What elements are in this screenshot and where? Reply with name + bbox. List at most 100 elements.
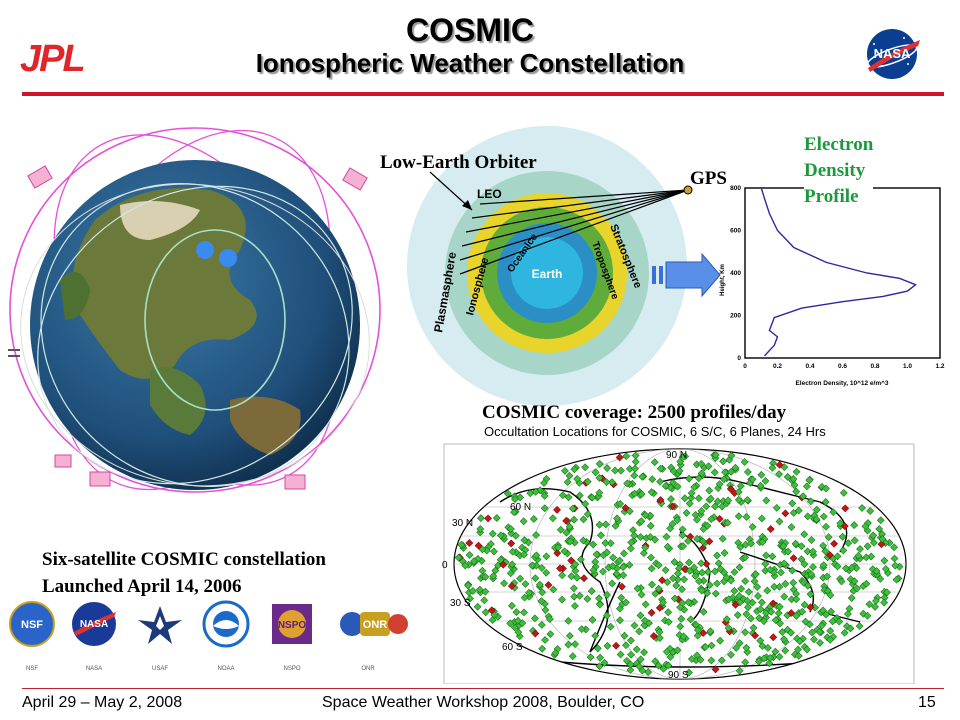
occultation-marker: [780, 635, 788, 644]
occultation-marker: [650, 458, 659, 467]
occultation-marker: [602, 478, 611, 486]
occultation-marker: [636, 533, 645, 541]
occultation-marker: [630, 531, 639, 540]
occultation-marker: [625, 561, 634, 569]
occultation-marker: [746, 614, 755, 623]
occultation-marker: [581, 499, 590, 508]
occultation-marker: [747, 539, 755, 548]
occultation-marker: [844, 539, 853, 548]
occultation-marker: [566, 537, 575, 546]
occultation-marker: [638, 472, 647, 481]
occultation-marker: [792, 487, 801, 496]
occultation-marker: [799, 492, 808, 501]
occultation-marker: [775, 461, 784, 469]
occultation-marker: [794, 645, 802, 654]
occultation-marker: [623, 656, 631, 665]
occultation-marker: [606, 622, 615, 631]
occultation-marker: [736, 543, 745, 551]
occultation-marker: [651, 657, 660, 666]
occultation-marker: [630, 489, 639, 498]
occultation-marker: [743, 468, 752, 476]
occultation-marker: [595, 662, 604, 671]
x-tick-label: 1.0: [903, 363, 912, 370]
occultation-marker: [696, 655, 705, 664]
occultation-marker: [662, 532, 671, 541]
occultation-marker: [753, 583, 762, 591]
occultation-marker: [496, 531, 505, 540]
title-sub: Ionospheric Weather Constellation: [255, 48, 685, 78]
occultation-marker: [800, 560, 809, 569]
x-tick-label: 0.2: [773, 363, 782, 370]
occultation-marker: [758, 642, 767, 650]
occultation-marker: [766, 525, 775, 533]
footer-dates: April 29 – May 2, 2008: [22, 694, 183, 711]
occultation-marker: [842, 564, 850, 573]
occultation-marker: [631, 464, 639, 473]
occultation-marker: [779, 542, 788, 550]
occultation-marker: [484, 514, 492, 523]
occultation-marker: [581, 463, 589, 472]
occultation-marker: [481, 587, 490, 596]
page-number: 15: [918, 694, 936, 711]
occultation-marker: [531, 574, 540, 583]
occultation-marker: [702, 559, 711, 568]
occultation-marker: [803, 645, 811, 654]
occultation-marker: [781, 646, 790, 655]
occultation-marker: [532, 551, 541, 560]
occultation-marker: [591, 468, 600, 477]
occultation-marker: [850, 577, 859, 586]
occultation-marker: [675, 466, 684, 475]
occultation-marker: [571, 567, 580, 575]
occultation-marker: [570, 515, 578, 524]
occultation-marker: [775, 652, 784, 661]
occultation-marker: [701, 643, 710, 651]
occultation-marker: [685, 566, 694, 575]
occultation-marker: [769, 599, 778, 608]
occultation-marker: [819, 561, 828, 569]
occultation-marker: [754, 592, 762, 600]
occultation-marker: [863, 611, 872, 620]
occultation-marker: [762, 551, 770, 560]
occultation-marker: [567, 572, 576, 581]
occultation-marker: [704, 462, 713, 471]
occultation-marker: [503, 489, 512, 498]
occultation-marker: [595, 474, 604, 482]
occultation-marker: [556, 525, 565, 534]
occultation-marker: [586, 653, 595, 662]
occultation-marker: [631, 457, 640, 466]
occultation-marker: [697, 507, 706, 515]
occultation-marker: [478, 545, 487, 554]
occultation-marker: [516, 574, 525, 583]
occultation-marker: [863, 542, 872, 551]
occultation-marker: [647, 608, 656, 617]
occultation-marker: [632, 645, 641, 654]
occultation-marker: [510, 508, 518, 517]
occultation-marker: [606, 539, 615, 548]
occultation-marker: [640, 648, 648, 657]
occultation-marker: [672, 581, 681, 590]
occultation-marker: [488, 616, 497, 624]
occultation-marker: [651, 589, 660, 598]
agency-caption-nspo: NSPO: [283, 666, 301, 672]
occultation-marker: [880, 556, 889, 565]
occultation-marker: [563, 478, 572, 486]
x-tick-label: 0: [743, 363, 747, 370]
occultation-marker: [699, 525, 708, 533]
occultation-marker: [694, 474, 703, 483]
occultation-marker: [715, 515, 724, 523]
occultation-marker: [763, 586, 772, 595]
occultation-marker: [647, 488, 656, 497]
occultation-marker: [561, 466, 569, 475]
occultation-marker: [564, 640, 573, 649]
nsf-seal-icon: NSF: [9, 601, 55, 647]
occultation-marker: [684, 598, 693, 607]
occultation-marker: [741, 628, 749, 637]
occultation-marker: [706, 627, 715, 636]
occultation-marker: [603, 611, 611, 620]
occultation-marker: [612, 569, 621, 578]
occultation-marker: [564, 493, 573, 502]
occultation-marker: [616, 616, 624, 625]
occultation-marker: [877, 540, 886, 549]
occultation-marker: [711, 567, 719, 576]
occultation-marker: [666, 653, 675, 661]
